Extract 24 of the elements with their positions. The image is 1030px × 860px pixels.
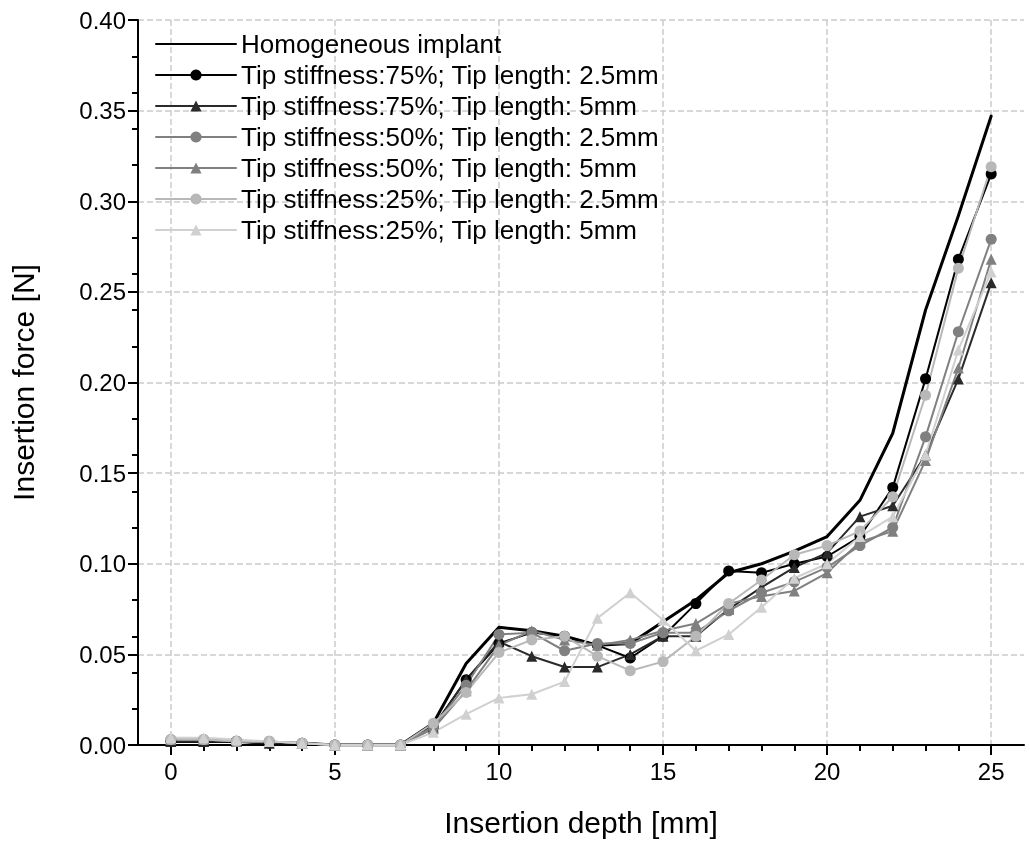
- y-tick-label: 0.20: [79, 369, 126, 396]
- legend-label: Tip stiffness:50%; Tip length: 5mm: [241, 153, 637, 183]
- y-tick-label: 0.05: [79, 640, 126, 668]
- y-tick-label: 0.25: [79, 278, 126, 306]
- legend-label: Tip stiffness:25%; Tip length: 2.5mm: [241, 184, 659, 214]
- x-tick-label: 5: [328, 757, 342, 785]
- y-tick-label: 0.40: [79, 6, 126, 34]
- x-tick-label: 15: [649, 757, 677, 785]
- y-tick-label: 0.30: [79, 187, 126, 215]
- x-tick-label: 10: [485, 757, 513, 785]
- y-tick-label: 0.35: [79, 97, 126, 125]
- x-tick-label: 0: [164, 757, 178, 785]
- legend-label: Homogeneous implant: [241, 29, 502, 59]
- x-tick-label: 25: [977, 757, 1005, 785]
- x-tick-label: 20: [813, 757, 841, 785]
- y-tick-label: 0.15: [79, 459, 126, 487]
- y-axis-title: Insertion force [N]: [6, 264, 40, 501]
- x-axis-title: Insertion depth [mm]: [444, 805, 718, 839]
- legend-label: Tip stiffness:75%; Tip length: 5mm: [241, 91, 637, 121]
- y-tick-label: 0.00: [79, 731, 126, 759]
- legend-label: Tip stiffness:50%; Tip length: 2.5mm: [241, 122, 659, 152]
- legend-label: Tip stiffness:25%; Tip length: 5mm: [241, 215, 637, 245]
- y-tick-label: 0.10: [79, 550, 126, 578]
- legend-label: Tip stiffness:75%; Tip length: 2.5mm: [241, 60, 659, 90]
